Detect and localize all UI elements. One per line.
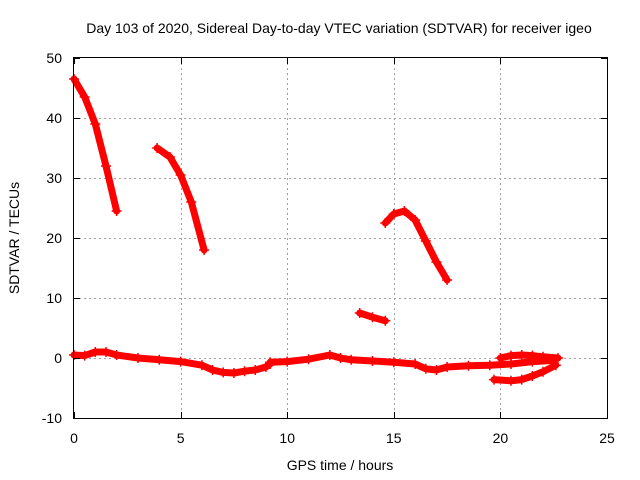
data-point: [367, 356, 378, 366]
data-point: [265, 357, 276, 368]
data-point: [550, 360, 561, 371]
data-point: [175, 356, 186, 367]
data-point: [442, 275, 453, 285]
x-tick-label: 0: [70, 430, 78, 446]
data-point: [484, 360, 495, 371]
y-tick-label: 30: [46, 170, 62, 186]
chart-title: Day 103 of 2020, Sidereal Day-to-day VTE…: [86, 20, 592, 36]
series-band: [153, 144, 208, 254]
x-tick-label: 5: [177, 430, 185, 446]
data-point: [132, 353, 143, 363]
tick-labels: 0 5 10 15 20 25 -10 0 10 20 30 40 50: [42, 50, 615, 446]
data-point: [354, 308, 365, 318]
y-axis-label: SDTVAR / TECUs: [6, 182, 22, 294]
data-point: [90, 119, 101, 129]
series-arc-4: [354, 308, 391, 326]
data-point: [175, 170, 186, 180]
data-point: [538, 351, 549, 362]
y-tick-label: 20: [46, 230, 62, 246]
data-point: [506, 375, 517, 386]
series-arc-7: [489, 360, 561, 386]
data-point: [100, 161, 111, 171]
x-axis-label: GPS time / hours: [287, 457, 394, 473]
data-point: [410, 359, 421, 369]
data-point: [388, 357, 399, 368]
data-point: [250, 365, 261, 375]
data-point: [527, 350, 538, 361]
data-point: [152, 143, 163, 153]
data-point: [239, 366, 250, 377]
data-point: [79, 350, 90, 361]
data-point: [207, 365, 218, 375]
series-band: [70, 348, 274, 377]
data-point: [218, 367, 229, 378]
data-point: [164, 152, 175, 162]
data-point: [538, 366, 549, 377]
x-tick-label: 15: [386, 430, 402, 446]
data-point: [90, 347, 101, 357]
data-point: [410, 215, 421, 225]
data-point: [282, 356, 293, 367]
x-tick-label: 10: [279, 430, 295, 446]
series-arc-6: [265, 350, 559, 375]
data-point: [186, 197, 197, 207]
data-point: [442, 362, 453, 372]
y-tick-label: 10: [46, 290, 62, 306]
x-tick-label: 20: [493, 430, 509, 446]
y-tick-label: 40: [46, 110, 62, 126]
data-point: [463, 360, 474, 371]
series-arc-2: [152, 143, 210, 255]
data-point: [346, 354, 357, 365]
data-point: [399, 206, 410, 216]
y-tick-label: -10: [42, 410, 62, 426]
plot-frame: [73, 57, 608, 419]
data-point: [228, 368, 239, 378]
data-point: [335, 353, 346, 363]
data-point: [199, 245, 210, 255]
data-point: [324, 350, 335, 360]
data-point: [111, 350, 122, 360]
data-point: [431, 257, 442, 267]
series-layer: [69, 74, 563, 386]
data-point: [552, 353, 563, 363]
data-point: [516, 350, 527, 360]
data-point: [388, 209, 399, 219]
data-point: [495, 353, 506, 363]
series-arc-5: [69, 347, 276, 378]
y-tick-label: 50: [46, 50, 62, 66]
data-point: [380, 315, 391, 326]
data-point: [79, 92, 90, 102]
data-point: [506, 359, 517, 369]
data-point: [506, 350, 517, 361]
data-point: [420, 363, 431, 374]
data-point: [100, 347, 111, 357]
series-band: [70, 75, 121, 215]
series-arc-1: [69, 74, 122, 216]
data-point: [431, 365, 442, 375]
series-arc-3: [380, 206, 453, 285]
data-point: [516, 374, 527, 385]
x-tick-label: 25: [599, 430, 615, 446]
data-point: [420, 236, 431, 246]
data-point: [527, 371, 538, 381]
data-point: [111, 206, 122, 216]
data-point: [196, 360, 207, 371]
data-point: [380, 218, 391, 228]
series-arc-8: [495, 350, 563, 363]
data-point: [367, 312, 378, 323]
data-point: [303, 354, 314, 365]
ticks: [74, 58, 608, 419]
data-point: [489, 374, 500, 385]
y-tick-label: 0: [54, 350, 62, 366]
data-point: [154, 354, 165, 365]
